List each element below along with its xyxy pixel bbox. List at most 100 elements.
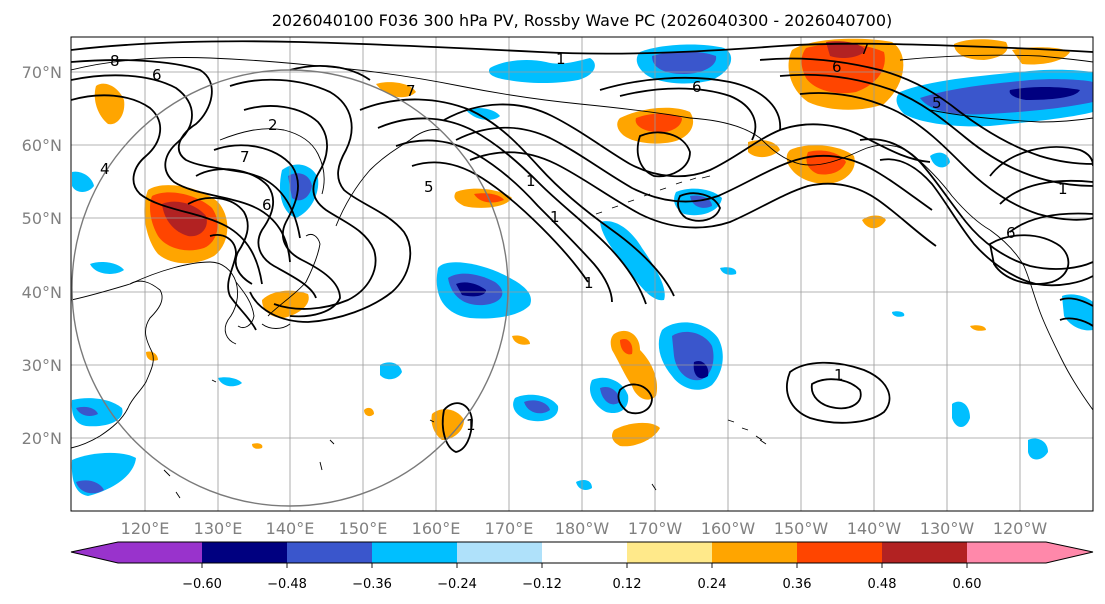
contour-line bbox=[71, 74, 291, 263]
lon-label: 180°W bbox=[555, 519, 610, 538]
colorbar-segment bbox=[627, 542, 713, 563]
pv-negative-area bbox=[466, 108, 500, 120]
pv-negative-core bbox=[652, 51, 717, 74]
pv-negative-core bbox=[288, 173, 312, 201]
pv-positive-area bbox=[431, 409, 464, 440]
contour-label: 1 bbox=[834, 366, 844, 384]
contour-label: 7 bbox=[406, 82, 416, 100]
colorbar-segment bbox=[372, 542, 458, 563]
asia-coastline bbox=[71, 280, 163, 449]
colorbar-tick-label: 0.48 bbox=[868, 577, 897, 592]
map-gridlines bbox=[71, 37, 1093, 511]
pv-negative-core bbox=[76, 406, 98, 416]
pv-negative-area bbox=[90, 262, 124, 274]
pv-negative-area bbox=[488, 58, 595, 83]
contour-line bbox=[187, 197, 253, 285]
contour-label: 1 bbox=[1058, 180, 1068, 198]
lon-label: 120°E bbox=[121, 519, 170, 538]
contour-label: 6 bbox=[262, 196, 272, 214]
lat-label: 60°N bbox=[22, 136, 62, 155]
colorbar-ticks bbox=[201, 563, 968, 568]
alaska-coastline bbox=[689, 117, 991, 231]
colorbar-segment bbox=[117, 542, 203, 563]
contour-line bbox=[411, 161, 589, 283]
contour-line bbox=[441, 402, 473, 453]
pv-negative-core bbox=[456, 282, 486, 297]
pv-negative-area bbox=[218, 377, 242, 387]
pv-positive-area bbox=[94, 83, 125, 125]
lon-label: 150°E bbox=[339, 519, 388, 538]
contour-label: 6 bbox=[1006, 224, 1016, 242]
lat-label: 40°N bbox=[22, 283, 62, 302]
contour-label: 1 bbox=[526, 172, 536, 190]
colorbar-tick-label: −0.36 bbox=[352, 577, 392, 592]
hawaii-islands bbox=[727, 419, 767, 445]
pv-negative-area bbox=[892, 311, 905, 317]
colorbar-segment bbox=[542, 542, 628, 563]
japan-coastline bbox=[261, 233, 321, 329]
colorbar-segment bbox=[457, 542, 543, 563]
colorbar: −0.60 −0.48 −0.36 −0.24 −0.12 0.12 0.24 … bbox=[70, 541, 1094, 592]
lat-label: 70°N bbox=[22, 63, 62, 82]
colorbar-segment bbox=[202, 542, 288, 563]
contour-line bbox=[677, 192, 721, 222]
pv-positive-core bbox=[826, 41, 866, 58]
contour-line bbox=[759, 57, 1093, 165]
pv-positive-core bbox=[635, 113, 682, 133]
contour-labels: 8 6 4 2 7 6 5 1 1 1 6 6 7 5 1 6 1 1 1 7 bbox=[100, 40, 1068, 434]
colorbar-high-extend bbox=[1046, 542, 1093, 563]
pv-negative-area bbox=[576, 480, 592, 490]
pv-negative-area bbox=[380, 362, 402, 380]
siberia-coastline bbox=[71, 57, 691, 119]
contour-label: 4 bbox=[100, 160, 110, 178]
colorbar-segment bbox=[967, 542, 1047, 563]
contour-line bbox=[786, 361, 891, 424]
lon-label: 130°W bbox=[920, 519, 975, 538]
pv-positive-area bbox=[512, 335, 530, 345]
colorbar-segment bbox=[882, 542, 968, 563]
colorbar-segment bbox=[797, 542, 883, 563]
lon-label: 140°W bbox=[847, 519, 902, 538]
contour-label: 5 bbox=[932, 94, 942, 112]
contour-label: 7 bbox=[860, 40, 870, 58]
pv-positive-area bbox=[748, 140, 780, 158]
colorbar-tick-label: 0.60 bbox=[953, 577, 982, 592]
contour-label: 1 bbox=[584, 274, 594, 292]
contour-line bbox=[455, 126, 933, 211]
pacific-islands bbox=[163, 379, 657, 499]
colorbar-tick-label: −0.48 bbox=[267, 577, 307, 592]
lon-label: 120°W bbox=[993, 519, 1048, 538]
north-america-coastline bbox=[989, 229, 1093, 411]
pv-positive-area bbox=[146, 351, 158, 361]
pv-negative-core bbox=[1009, 87, 1080, 100]
contour-line bbox=[799, 92, 1093, 221]
colorbar-tick-label: −0.60 bbox=[182, 577, 222, 592]
contour-label: 1 bbox=[556, 50, 566, 68]
lon-label: 150°W bbox=[774, 519, 829, 538]
contour-label: 6 bbox=[832, 58, 842, 76]
contour-line bbox=[879, 158, 1093, 287]
contour-line bbox=[617, 383, 653, 415]
contour-label: 6 bbox=[692, 78, 702, 96]
colorbar-outline bbox=[70, 541, 1094, 564]
colorbar-segment bbox=[712, 542, 798, 563]
map-panel: 8 6 4 2 7 6 5 1 1 1 6 6 7 5 1 6 1 1 1 7 bbox=[70, 36, 1094, 512]
pv-negative-area bbox=[600, 221, 665, 301]
colorbar-low-extend bbox=[71, 542, 118, 563]
colorbar-tick-label: −0.12 bbox=[522, 577, 562, 592]
contour-line bbox=[395, 139, 613, 303]
pv-negative-area bbox=[1028, 438, 1048, 460]
pv-negative-core bbox=[76, 480, 104, 494]
reference-circle bbox=[71, 69, 509, 507]
kamchatka-coastline bbox=[335, 129, 441, 227]
lon-label: 160°W bbox=[701, 519, 756, 538]
lon-label: 160°E bbox=[412, 519, 461, 538]
lat-label: 20°N bbox=[22, 429, 62, 448]
pv-positive-area bbox=[612, 422, 660, 447]
pv-negative-area bbox=[930, 152, 950, 168]
contour-line bbox=[443, 103, 931, 178]
pv-positive-area bbox=[970, 325, 986, 331]
contour-label: 7 bbox=[240, 148, 250, 166]
contour-line bbox=[1059, 297, 1093, 327]
